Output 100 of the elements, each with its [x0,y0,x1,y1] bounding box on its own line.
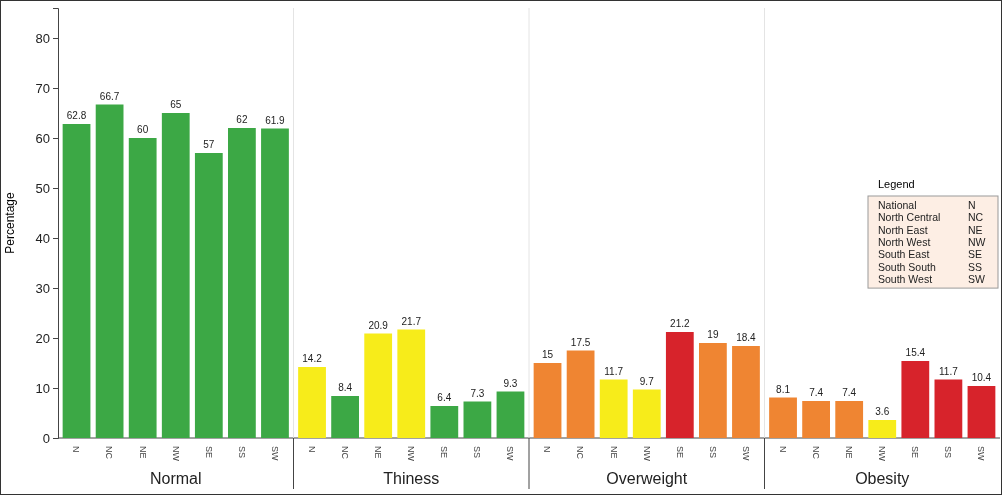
data-label: 6.4 [437,392,452,403]
data-label: 7.3 [470,387,485,399]
data-label: 57 [203,139,215,150]
annotation: South West [878,272,933,285]
data-label: 18.4 [736,332,757,343]
data-label: 20.9 [368,319,389,331]
data-label: 9.3 [503,377,518,389]
annotation: North West [878,235,931,248]
annotation: North East [878,223,928,236]
bar [901,361,930,438]
x-tick-label: NE [137,446,148,459]
x-tick-label: SW [505,446,516,461]
annotation: SS [968,260,983,273]
legend-title: Legend [878,178,915,190]
bar [430,406,459,438]
annotation: South South [878,260,936,273]
x-axis-title: Thiness [383,470,440,487]
data-label: 15 [541,349,554,360]
x-tick-label: SE [203,446,214,459]
y-tick-label: 60 [35,130,50,146]
bar [331,396,359,438]
x-tick-label: SW [269,446,280,461]
y-tick-label: 0 [42,430,50,446]
data-label: 21.2 [670,318,690,329]
annotation: SW [968,272,985,285]
x-tick-label: SS [707,446,718,459]
x-tick-label: NE [844,446,855,459]
data-label: 11.7 [939,365,959,377]
x-axis-title: Normal [149,470,202,487]
x-tick-label: SS [236,446,247,459]
y-tick-label: 30 [35,280,50,296]
x-tick-label: NC [339,446,350,460]
data-label: 17.5 [570,336,591,348]
x-tick-label: SW [740,446,751,461]
data-label: 62 [236,114,248,125]
bar [566,350,595,438]
bar [533,363,562,438]
annotation: South East [878,248,930,261]
x-tick-label: NW [170,446,181,462]
bar [364,333,393,438]
y-axis-title: Percentage [3,191,17,254]
data-label: 66.7 [99,90,120,102]
annotation: NW [968,235,986,248]
x-tick-label: SE [439,446,450,459]
bar [632,389,661,438]
x-tick-label: SE [674,446,685,459]
y-tick-label: 80 [35,30,50,46]
x-tick-label: NC [575,446,586,460]
data-label: 8.1 [776,383,791,395]
data-label: 7.4 [809,387,824,398]
bar [599,379,628,438]
bar [699,343,727,438]
x-tick-label: N [542,446,553,453]
x-tick-label: SS [472,446,483,459]
annotation: NC [968,211,984,224]
annotation: SE [968,248,983,261]
bar [802,401,830,438]
bar [934,379,963,438]
x-tick-label: N [777,446,788,453]
data-label: 60 [137,124,149,135]
x-tick-label: NC [810,446,821,460]
data-label: 9.7 [639,375,655,387]
bar [665,332,694,438]
bar [463,401,492,438]
data-label: 15.4 [905,347,926,358]
x-tick-label: N [306,446,317,453]
bar [835,401,864,438]
x-tick-label: NE [373,446,384,459]
x-tick-label: NW [641,446,652,462]
data-label: 21.7 [401,315,422,327]
data-label: 61.9 [265,114,286,126]
data-label: 10.4 [971,372,992,383]
data-label: 7.4 [842,387,857,398]
bar [397,329,426,438]
x-tick-label: SS [943,446,954,459]
x-tick-label: NE [608,446,619,459]
x-tick-label: NC [104,446,115,460]
data-label: 19 [707,329,719,340]
y-tick-label: 40 [35,230,50,246]
bar [769,397,797,438]
data-label: 14.2 [302,353,323,364]
x-tick-label: SW [976,446,987,461]
y-tick-label: 70 [35,80,50,96]
bar [868,420,897,438]
annotation: NE [968,223,983,236]
y-tick-label: 50 [35,180,50,196]
data-label: 8.4 [338,382,353,393]
x-tick-label: NW [406,446,417,462]
x-tick-label: SE [910,446,921,459]
y-tick-label: 10 [35,380,50,396]
data-label: 62.8 [66,110,87,121]
annotation: National [878,199,917,211]
x-tick-label: NW [877,446,888,462]
bar [967,386,996,438]
bar [496,391,525,438]
annotation: N [968,199,976,211]
bar [732,346,760,438]
y-tick-label: 20 [35,330,50,346]
data-label: 3.6 [875,406,890,417]
bar [298,367,326,438]
